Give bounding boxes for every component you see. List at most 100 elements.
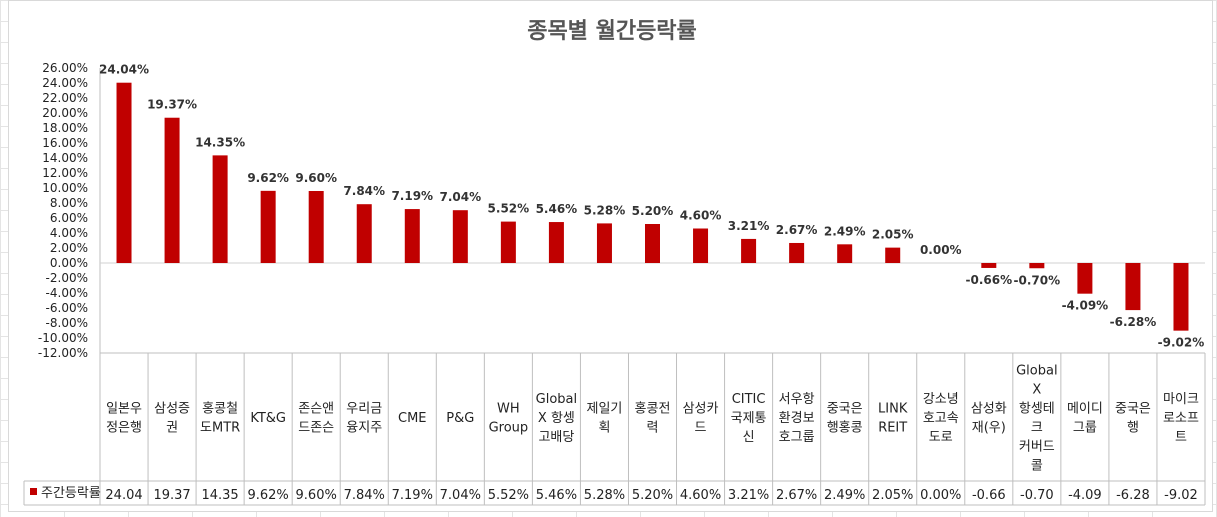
category-label: 홍콩전 [635, 402, 671, 417]
category-label: 홍콩철 [202, 402, 238, 417]
data-label: 19.37% [147, 98, 197, 112]
data-label: -9.02% [1158, 336, 1205, 350]
data-label: 2.05% [872, 228, 914, 242]
table-value: 5.52% [488, 488, 529, 503]
table-value: 7.04% [440, 488, 481, 503]
category-label: 우리금 [346, 402, 382, 417]
table-value: 5.20% [632, 488, 673, 503]
data-label: 5.28% [584, 203, 626, 217]
category-label: 력 [647, 421, 659, 436]
category-label: 정은행 [106, 420, 142, 436]
bar [645, 224, 660, 263]
legend-key [30, 488, 37, 495]
table-value: 5.46% [536, 488, 577, 503]
category-label: X [1032, 383, 1041, 398]
category-label: 존슨앤 [298, 402, 334, 417]
y-tick-label: 22.00% [42, 91, 88, 105]
chart-title: 종목별 월간등락률 [527, 19, 697, 44]
data-label: 7.84% [343, 184, 385, 198]
category-label: 재(우) [972, 421, 1006, 436]
bar [164, 117, 180, 263]
table-value: -6.28 [1116, 488, 1150, 503]
category-label: 제일기 [587, 402, 623, 417]
category-label: Global [1016, 364, 1057, 379]
data-label: 3.21% [728, 219, 770, 233]
category-label: 행홍콩 [827, 420, 863, 436]
bar [308, 191, 324, 263]
bar [548, 222, 564, 263]
bar [260, 190, 276, 263]
data-label: 4.60% [680, 209, 722, 223]
table-value: 7.19% [392, 488, 433, 503]
table-value: 2.67% [776, 488, 817, 503]
category-label: 중국은 [827, 402, 863, 417]
bar [356, 204, 372, 263]
data-label: 5.46% [536, 202, 578, 216]
category-label: 융지주 [346, 421, 382, 436]
category-label: 고배당 [538, 430, 574, 445]
data-label: -6.28% [1110, 315, 1157, 329]
category-label: 강소녕 [923, 392, 959, 407]
data-label: -0.70% [1014, 273, 1061, 287]
table-value: -0.70 [1020, 488, 1054, 503]
y-tick-label: 12.00% [42, 166, 88, 180]
data-label: 7.19% [391, 189, 433, 203]
y-tick-label: 24.00% [42, 76, 88, 90]
data-label: 0.00% [920, 243, 962, 257]
category-label: 획 [598, 421, 610, 436]
y-tick-label: -12.00% [38, 346, 88, 360]
table-value: 24.04 [105, 488, 142, 503]
y-tick-label: 8.00% [50, 196, 88, 210]
table-value: -4.09 [1068, 488, 1102, 503]
category-label: 로소프 [1163, 411, 1199, 426]
category-label: 커버드 [1019, 440, 1055, 455]
data-label: 24.04% [99, 63, 149, 77]
bar [789, 242, 805, 263]
data-label: 14.35% [195, 135, 245, 149]
legend-series-name: 주간등락률 [41, 486, 101, 501]
bar [837, 244, 853, 263]
y-tick-label: -8.00% [46, 316, 88, 330]
y-tick-label: 10.00% [42, 181, 88, 195]
category-label: REIT [878, 421, 907, 436]
category-label: 드 [695, 421, 707, 436]
category-label: CME [398, 411, 427, 426]
bar [404, 209, 420, 263]
category-label: Global [536, 392, 577, 407]
bar [693, 228, 709, 263]
table-value: 9.62% [247, 488, 288, 503]
y-tick-label: -6.00% [46, 301, 88, 315]
category-label: Group [489, 421, 529, 436]
y-tick-label: 2.00% [50, 241, 88, 255]
bar [741, 238, 757, 263]
y-tick-label: 20.00% [42, 106, 88, 120]
table-value: 14.35 [201, 488, 238, 503]
category-label: 삼성카 [683, 402, 719, 417]
data-label: -4.09% [1062, 299, 1109, 313]
category-label: 도로 [929, 430, 953, 445]
y-tick-label: 16.00% [42, 136, 88, 150]
data-label: 5.52% [488, 202, 530, 216]
category-label: CITIC [732, 392, 766, 407]
category-label: 중국은 [1115, 402, 1151, 417]
category-label: 메이디 [1067, 402, 1103, 417]
y-tick-label: -10.00% [38, 331, 88, 345]
table-value: 19.37 [153, 488, 190, 503]
data-label: 5.20% [632, 204, 674, 218]
y-tick-label: 26.00% [42, 61, 88, 75]
category-label: 호그룹 [779, 430, 815, 445]
y-tick-label: 0.00% [50, 256, 88, 270]
category-label: 도MTR [200, 421, 240, 436]
y-tick-label: 6.00% [50, 211, 88, 225]
category-label: KT&G [250, 411, 286, 426]
category-label: LINK [878, 402, 908, 417]
data-label: 2.49% [824, 224, 866, 238]
y-tick-label: 4.00% [50, 226, 88, 240]
table-value: 2.05% [872, 488, 913, 503]
table-value: -0.66 [972, 488, 1006, 503]
category-label: 콜 [1031, 459, 1043, 474]
data-label: 9.62% [247, 171, 289, 185]
bar [500, 221, 516, 263]
